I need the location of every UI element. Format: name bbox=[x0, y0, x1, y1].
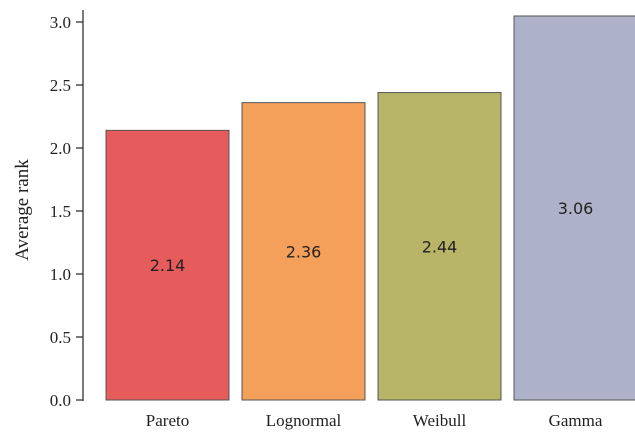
y-tick-label: 1.5 bbox=[50, 202, 71, 221]
bar-lognormal bbox=[241, 102, 366, 401]
bar-value-label: 2.36 bbox=[286, 242, 322, 261]
bar-gamma bbox=[513, 15, 635, 401]
x-tick-label: Gamma bbox=[549, 411, 603, 430]
bars: 2.14 2.36 2.44 3.06 bbox=[105, 15, 635, 401]
y-axis-ticks: 0.0 0.5 1.0 1.5 2.0 2.5 3.0 bbox=[50, 13, 83, 410]
x-axis-labels: Pareto Lognormal Weibull Gamma bbox=[146, 411, 603, 430]
bar-pareto bbox=[105, 129, 230, 401]
x-tick-label: Pareto bbox=[146, 411, 189, 430]
y-tick-label: 0.0 bbox=[50, 391, 71, 410]
x-tick-label: Lognormal bbox=[266, 411, 342, 430]
y-tick-label: 2.5 bbox=[50, 76, 71, 95]
y-tick-label: 3.0 bbox=[50, 13, 71, 32]
y-axis-title: Average rank bbox=[12, 159, 33, 261]
bar-value-label: 3.06 bbox=[558, 199, 594, 218]
bar-value-label: 2.44 bbox=[422, 237, 458, 256]
bar-value-label: 2.14 bbox=[150, 256, 186, 275]
x-tick-label: Weibull bbox=[413, 411, 467, 430]
y-tick-label: 1.0 bbox=[50, 265, 71, 284]
y-tick-label: 2.0 bbox=[50, 139, 71, 158]
y-tick-label: 0.5 bbox=[50, 328, 71, 347]
bar-weibull bbox=[377, 92, 502, 401]
